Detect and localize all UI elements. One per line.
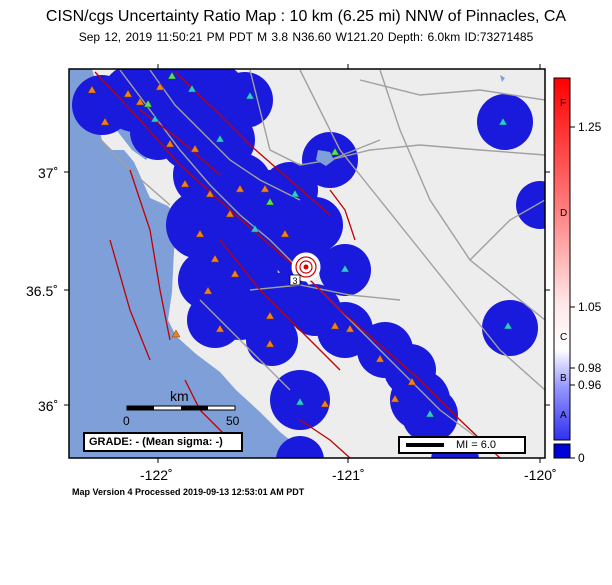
stations-orange	[87, 82, 417, 408]
mi-legend: MI = 6.0	[398, 436, 526, 454]
lake	[316, 150, 334, 166]
grade-letter-b: B	[560, 373, 567, 384]
grade-letter-f: F	[560, 98, 567, 109]
scale-tick-0: 0	[123, 414, 130, 428]
grade-letter-d: D	[560, 208, 568, 219]
grade-box: GRADE: - (Mean sigma: -)	[83, 432, 243, 452]
scale-tick-50: 50	[226, 414, 240, 428]
scale-unit: km	[170, 388, 189, 404]
colorbar-value-0-98: 0.98	[578, 361, 602, 375]
scale-bar	[126, 405, 236, 411]
event-info: Sep 12, 2019 11:50:21 PM PDT M 3.8 N36.6…	[78, 30, 534, 44]
mi-legend-bar	[406, 443, 444, 447]
mi-legend-text: MI = 6.0	[456, 439, 497, 451]
lat-label-36-5: 36.5˚	[26, 283, 58, 299]
roads	[99, 69, 545, 441]
lat-label-37: 37˚	[38, 165, 59, 181]
lon-label-121: -121˚	[332, 467, 365, 483]
grade-letter-a: A	[560, 410, 567, 421]
map-version-footer: Map Version 4 Processed 2019-09-13 12:53…	[72, 487, 305, 497]
lon-label-120: -120˚	[524, 467, 557, 483]
grade-letter-c: C	[560, 332, 568, 343]
colorbar-value-1-05: 1.05	[578, 300, 602, 314]
map-frame	[68, 68, 546, 459]
colorbar-value-1-25: 1.25	[578, 120, 602, 134]
colorbar-value-0: 0	[578, 451, 585, 465]
map-title: CISN/cgs Uncertainty Ratio Map : 10 km (…	[45, 8, 567, 25]
lon-label-122: -122˚	[140, 467, 173, 483]
stations-green	[143, 71, 340, 206]
ocean	[69, 69, 312, 458]
colorbar-value-0-96: 0.96	[578, 378, 602, 392]
lat-label-36: 36˚	[38, 398, 59, 414]
grade-text: GRADE: - (Mean sigma: -)	[89, 436, 223, 448]
colorbar	[553, 77, 575, 459]
epicenter-marker: 3	[289, 252, 321, 286]
lake-small	[500, 75, 505, 82]
axis-ticks	[64, 64, 550, 463]
epicenter-label: 3	[292, 276, 297, 286]
